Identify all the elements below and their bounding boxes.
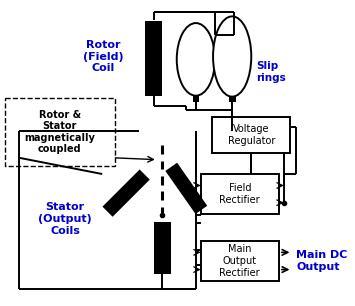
Ellipse shape — [213, 17, 251, 97]
Bar — [212, 117, 290, 153]
Text: Voltage
Regulator: Voltage Regulator — [228, 124, 275, 146]
Text: Slip
rings: Slip rings — [256, 61, 286, 83]
Bar — [5, 98, 115, 166]
Polygon shape — [165, 163, 207, 214]
Ellipse shape — [177, 23, 215, 96]
Polygon shape — [103, 170, 150, 217]
Text: Main
Output
Rectifier: Main Output Rectifier — [219, 244, 260, 278]
Bar — [201, 174, 279, 214]
Bar — [192, 96, 199, 103]
Bar — [201, 241, 279, 281]
Text: Rotor
(Field)
Coil: Rotor (Field) Coil — [83, 40, 124, 73]
Bar — [154, 222, 171, 274]
Bar — [145, 21, 163, 96]
Text: Main DC
Output: Main DC Output — [296, 250, 348, 272]
Text: Field
Rectifier: Field Rectifier — [219, 183, 260, 205]
Text: Rotor &
Stator
magnetically
coupled: Rotor & Stator magnetically coupled — [24, 110, 95, 155]
Bar — [229, 96, 235, 103]
Text: Stator
(Output)
Coils: Stator (Output) Coils — [38, 202, 92, 236]
